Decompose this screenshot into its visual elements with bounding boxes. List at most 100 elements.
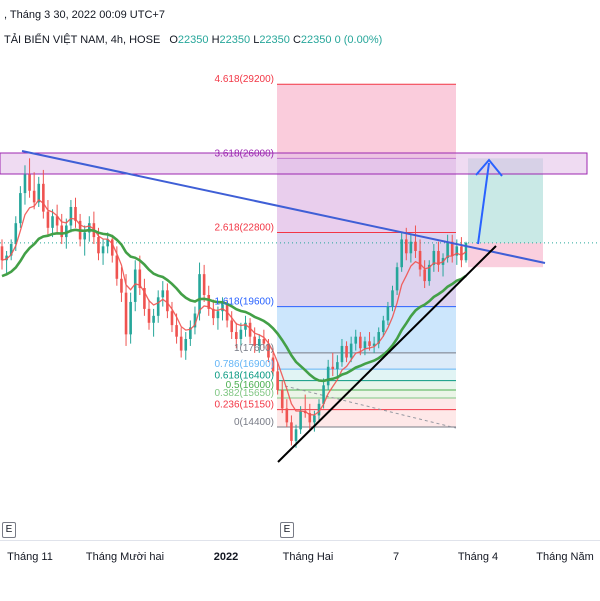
candle — [133, 260, 137, 312]
candle-body — [42, 183, 45, 212]
candle — [74, 197, 77, 228]
candle-body — [60, 225, 64, 238]
candle-body — [101, 246, 105, 254]
x-tick-label: Tháng Năm — [536, 551, 594, 563]
candle — [202, 264, 206, 302]
x-axis[interactable]: Tháng 11 Tháng Mười hai 2022 Tháng Hai 7… — [0, 540, 600, 601]
candle — [143, 278, 146, 316]
ema-slow-line — [1, 228, 467, 383]
x-tick-label: Tháng Mười hai — [85, 551, 165, 563]
fib-band — [277, 389, 456, 399]
candle — [418, 239, 422, 277]
candle — [120, 267, 123, 302]
candle-body — [345, 345, 348, 358]
candle — [423, 260, 426, 289]
candle — [110, 234, 114, 263]
candle-body — [175, 325, 178, 337]
fib-band — [277, 232, 456, 307]
resistance-band — [0, 152, 588, 175]
candle-body — [280, 389, 284, 409]
candle — [317, 399, 321, 421]
candle — [285, 399, 289, 427]
candle — [331, 352, 335, 377]
candle — [326, 359, 330, 390]
candle — [69, 200, 73, 233]
plot-area[interactable]: 4.618(29200) 3.618(26000) 2.618(22800) 1.61… — [0, 0, 600, 540]
candle-body — [202, 274, 206, 295]
candle-body — [124, 292, 128, 335]
candle — [437, 241, 440, 272]
candle-body — [427, 264, 431, 282]
candle-body — [19, 193, 22, 224]
projection-arrow-head — [475, 158, 503, 177]
candle-body — [69, 206, 73, 226]
candle-body — [5, 255, 8, 261]
candle-body — [368, 341, 371, 346]
candle — [239, 322, 243, 346]
timestamp-text: , Tháng 3 30, 2022 00:09 UTC+7 — [4, 9, 165, 21]
fib-band — [277, 409, 456, 427]
candle-body — [464, 242, 468, 261]
candle — [382, 315, 385, 337]
projection-arrow-shaft — [477, 162, 490, 245]
candle — [308, 403, 312, 430]
fib-level-label: 0.382(15650) — [215, 388, 275, 399]
candle — [276, 362, 279, 395]
candle-body — [239, 329, 243, 339]
candle — [230, 311, 234, 339]
candle-body — [244, 322, 247, 330]
candle-body — [372, 343, 376, 346]
fib-level-label: 0.618(16400) — [215, 371, 275, 382]
candle-body — [152, 315, 155, 323]
fib-trend-guide — [284, 385, 457, 429]
fib-level-label: 1.618(19600) — [215, 297, 275, 308]
ema-fast-line — [1, 198, 467, 416]
candle-body — [257, 338, 261, 346]
candle — [152, 308, 155, 337]
candle-body — [212, 308, 215, 319]
earnings-marker-2[interactable]: E — [280, 522, 294, 538]
close-label: C — [292, 34, 301, 46]
fib-level-label: 4.618(29200) — [215, 74, 275, 85]
candle-body — [317, 403, 321, 416]
candle-body — [409, 241, 413, 254]
candle-body — [382, 320, 385, 333]
candle — [340, 338, 344, 367]
candle-body — [437, 250, 440, 265]
fib-band — [277, 352, 456, 370]
candle — [32, 172, 36, 210]
candle-body — [331, 366, 335, 370]
candle — [184, 332, 188, 360]
x-tick-label: 7 — [392, 551, 400, 563]
candle — [450, 234, 454, 263]
high-value: 22350 — [219, 34, 251, 46]
candle — [46, 200, 50, 235]
candle — [106, 232, 109, 254]
fib-level-label: 0.5(16000) — [226, 380, 274, 391]
candle-body — [0, 246, 4, 261]
candle-body — [253, 336, 256, 346]
candle — [42, 169, 45, 219]
candle-body — [32, 190, 36, 203]
candle-body — [322, 385, 325, 404]
candle — [262, 329, 266, 349]
symbol-info-line: TẢI BIỂN VIỆT NAM, 4h, HOSE O22350 H2235… — [4, 34, 382, 46]
candle-body — [37, 183, 41, 203]
candle — [147, 299, 151, 330]
symbol-name[interactable]: TẢI BIỂN VIỆT NAM, 4h, HOSE — [4, 34, 161, 46]
candle — [336, 355, 339, 379]
candle — [175, 313, 178, 344]
candle — [37, 176, 41, 207]
candle — [9, 239, 13, 261]
change-value: 0 (0.00%) — [334, 34, 383, 46]
high-label: H — [211, 34, 220, 46]
earnings-marker-1[interactable]: E — [2, 522, 16, 538]
candle — [179, 327, 183, 358]
candle-body — [336, 362, 339, 370]
candle — [427, 260, 431, 286]
candle-body — [184, 338, 188, 351]
candle — [5, 250, 8, 275]
x-tick-label: 2022 — [213, 551, 239, 563]
candle-body — [313, 415, 316, 423]
